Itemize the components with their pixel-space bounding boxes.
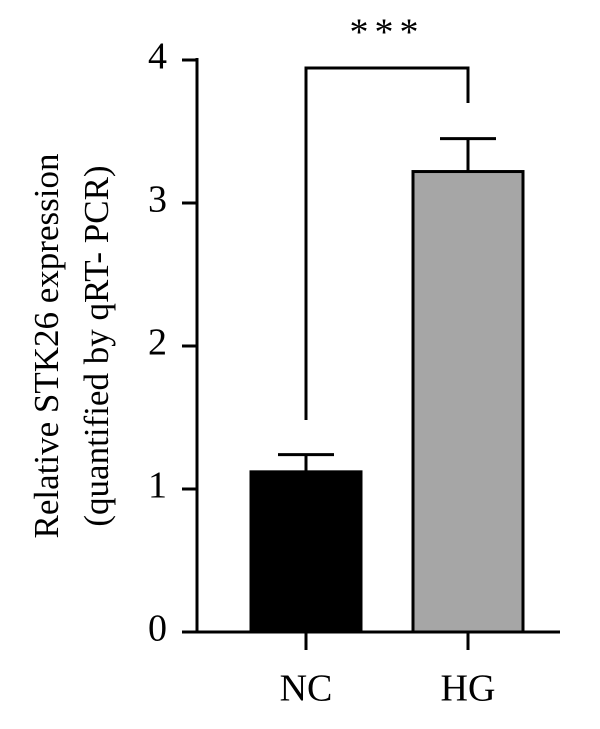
y-tick-label: 4: [148, 36, 167, 78]
y-label-line: (quantified by qRT- PCR): [77, 165, 116, 526]
y-tick-label: 3: [148, 179, 167, 221]
y-label-line: Relative STK26 expression: [27, 154, 66, 539]
y-tick-label: 2: [148, 322, 167, 364]
significance-bracket: [304, 66, 470, 420]
bar: [411, 170, 525, 634]
x-tick-label: HG: [441, 668, 496, 710]
y-axis-label: Relative STK26 expression (quantified by…: [27, 154, 116, 539]
x-tick-label: NC: [280, 668, 333, 710]
y-tick-label: 0: [148, 608, 167, 650]
y-tick-label: 1: [148, 465, 167, 507]
bar: [249, 470, 363, 634]
significance-label: ***: [350, 12, 425, 54]
